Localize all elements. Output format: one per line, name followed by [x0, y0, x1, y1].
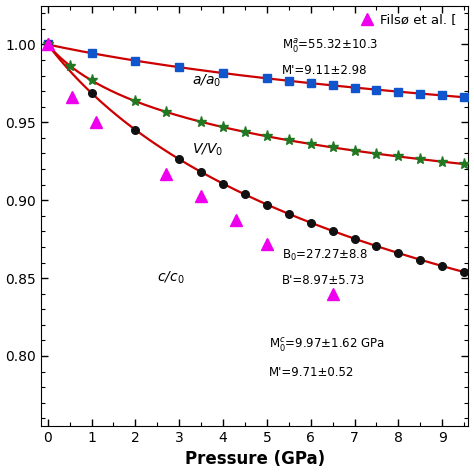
X-axis label: Pressure (GPa): Pressure (GPa): [185, 450, 325, 468]
Text: M'=9.11±2.98: M'=9.11±2.98: [282, 64, 368, 77]
Text: a/a$_0$: a/a$_0$: [192, 73, 222, 90]
Text: c/c$_0$: c/c$_0$: [157, 269, 185, 286]
Text: M$_0^c$=9.97±1.62 GPa: M$_0^c$=9.97±1.62 GPa: [269, 336, 385, 354]
Text: B$_0$=27.27±8.8: B$_0$=27.27±8.8: [282, 248, 368, 264]
Text: M'=9.71±0.52: M'=9.71±0.52: [269, 366, 355, 379]
Text: B'=8.97±5.73: B'=8.97±5.73: [282, 274, 365, 287]
Legend: Filsø et al. [: Filsø et al. [: [355, 8, 462, 31]
Text: V/V$_0$: V/V$_0$: [192, 142, 224, 158]
Text: M$_0^a$=55.32±10.3: M$_0^a$=55.32±10.3: [282, 37, 379, 55]
